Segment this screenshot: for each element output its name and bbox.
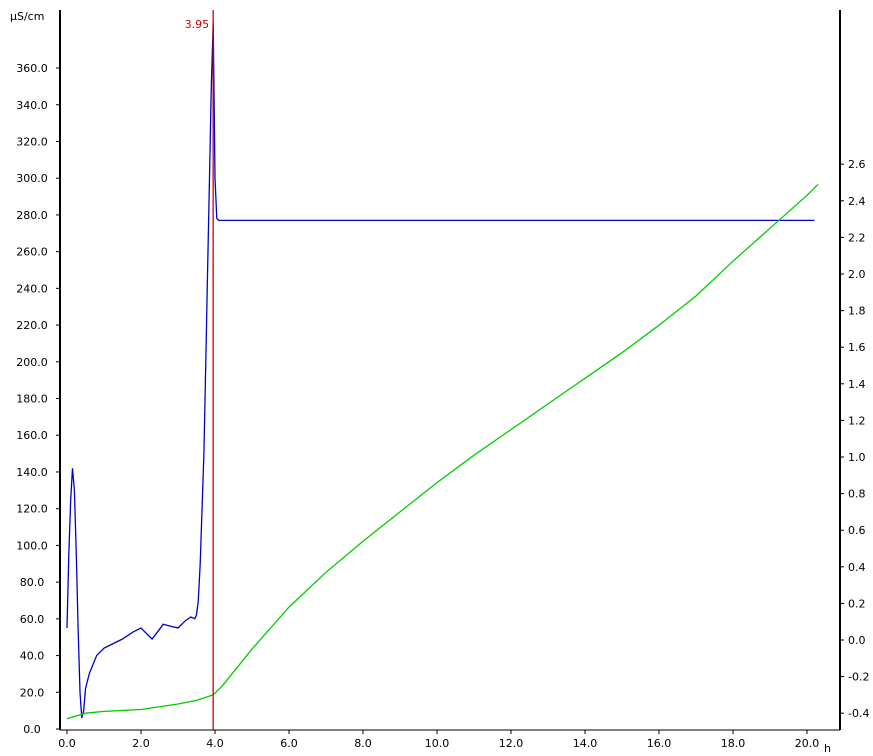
x-tick-label: 6.0 <box>280 737 298 750</box>
y-left-tick-label: 80.0 <box>20 576 45 589</box>
x-tick-label: 0.0 <box>58 737 76 750</box>
series-layer <box>66 22 819 720</box>
y-right-tick-label: 0.6 <box>848 524 866 537</box>
x-tick-label: 8.0 <box>354 737 372 750</box>
y-right-tick-label: 0.0 <box>848 634 866 647</box>
y-left-tick-label: 200.0 <box>16 356 48 369</box>
x-tick-label: 20.0 <box>795 737 820 750</box>
y-right-tick-label: 1.8 <box>848 305 866 318</box>
series-line-1 <box>66 22 815 719</box>
y-right-tick-label: 1.4 <box>848 378 866 391</box>
y-left-tick-label: 320.0 <box>16 135 48 148</box>
y-left-tick-label: 240.0 <box>16 282 48 295</box>
y-right-tick-label: 1.2 <box>848 414 866 427</box>
y-left-tick-label: 160.0 <box>16 429 48 442</box>
y-right-tick-label: 0.2 <box>848 597 866 610</box>
y-right-tick-label: 2.4 <box>848 195 866 208</box>
y-left-tick-label: 40.0 <box>20 650 45 663</box>
x-axis: 0.0 2.0 4.0 6.0 8.0 10.0 12.0 14.0 16.0 18.0 20.0 <box>58 730 819 750</box>
y-left-tick-label: 220.0 <box>16 319 48 332</box>
y-right-tick-label: 2.0 <box>848 268 866 281</box>
y-right-tick-label: 1.6 <box>848 341 866 354</box>
series-line-2 <box>66 183 819 720</box>
y-left-tick-label: 180.0 <box>16 393 48 406</box>
y-left-tick-label: 60.0 <box>20 613 45 626</box>
y-left-unit-label: µS/cm <box>10 10 44 23</box>
y-left-tick-label: 20.0 <box>20 686 45 699</box>
x-unit-label: h <box>824 742 831 755</box>
y-right-tick-label: 0.4 <box>848 561 866 574</box>
y-left-tick-label: 0.0 <box>23 723 41 736</box>
y-left-tick-label: 100.0 <box>16 539 48 552</box>
y-left-tick-label: 120.0 <box>16 503 48 516</box>
y-right-tick-label: 2.2 <box>848 231 866 244</box>
y-left-axis: 0.0 20.0 40.0 60.0 80.0 100.0 120.0 140.0 160.0 1… <box>16 62 60 736</box>
x-tick-label: 10.0 <box>425 737 450 750</box>
marker-layer: 3.95 <box>185 10 214 730</box>
y-right-axis: -0.4 -0.2 0.0 0.2 0.4 0.6 0.8 1.0 1.2 1.4 1.6 1.8 2.… <box>840 158 869 720</box>
y-left-tick-label: 360.0 <box>16 62 48 75</box>
x-tick-label: 12.0 <box>499 737 524 750</box>
y-left-tick-label: 300.0 <box>16 172 48 185</box>
x-tick-label: 4.0 <box>206 737 224 750</box>
y-right-tick-label: 1.0 <box>848 451 866 464</box>
y-right-tick-label: 2.6 <box>848 158 866 171</box>
x-tick-label: 16.0 <box>647 737 672 750</box>
x-tick-label: 14.0 <box>573 737 598 750</box>
y-right-tick-label: 0.8 <box>848 488 866 501</box>
x-tick-label: 18.0 <box>721 737 746 750</box>
x-tick-label: 2.0 <box>132 737 150 750</box>
marker-label: 3.95 <box>185 18 210 31</box>
y-left-tick-label: 260.0 <box>16 246 48 259</box>
y-right-tick-label: -0.4 <box>848 707 869 720</box>
y-left-tick-label: 140.0 <box>16 466 48 479</box>
y-right-tick-label: -0.2 <box>848 671 869 684</box>
y-left-tick-label: 280.0 <box>16 209 48 222</box>
y-left-tick-label: 340.0 <box>16 99 48 112</box>
